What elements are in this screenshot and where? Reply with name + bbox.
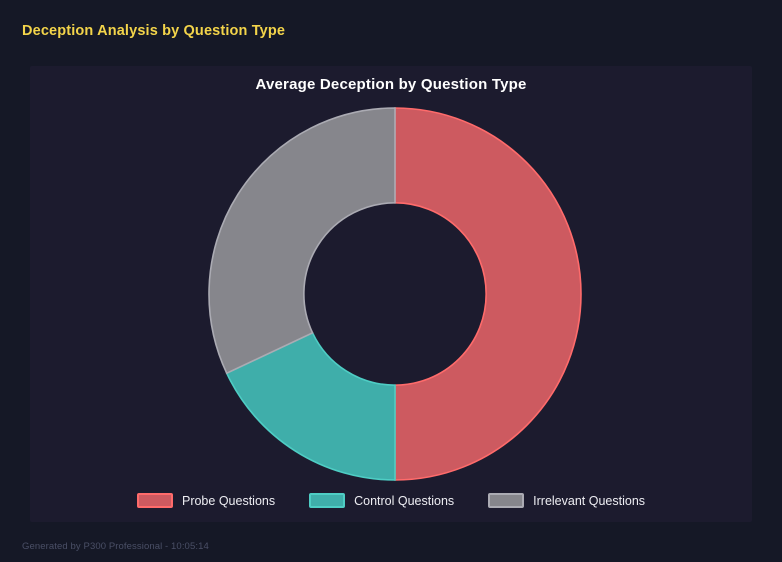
footer-status-text: Generated by P300 Professional - 10:05:1… [22, 541, 209, 552]
legend-item[interactable]: Control Questions [309, 493, 454, 508]
app-header: Deception Analysis by Question Type [0, 0, 782, 62]
donut-slice-group [208, 107, 582, 481]
legend-item-label: Irrelevant Questions [533, 493, 646, 508]
donut-slice[interactable] [208, 107, 396, 375]
legend-item-label: Control Questions [354, 493, 455, 508]
chart-legend: Probe Questions Control Questions Irreleva… [30, 493, 752, 508]
legend-swatch-icon [309, 493, 346, 508]
legend-item-label: Probe Questions [181, 493, 276, 508]
donut-slice[interactable] [225, 331, 396, 481]
legend-swatch-icon [136, 493, 173, 508]
legend-swatch-icon [488, 493, 525, 508]
donut-chart [30, 66, 752, 522]
donut-chart-svg[interactable] [205, 104, 585, 484]
page-title: Deception Analysis by Question Type [22, 23, 286, 39]
legend-item[interactable]: Irrelevant Questions [488, 493, 645, 508]
chart-title: Average Deception by Question Type [255, 76, 527, 93]
donut-slice[interactable] [394, 107, 582, 481]
chart-panel: Average Deception by Question Type Probe… [30, 66, 752, 522]
legend-item[interactable]: Probe Questions [136, 493, 276, 508]
